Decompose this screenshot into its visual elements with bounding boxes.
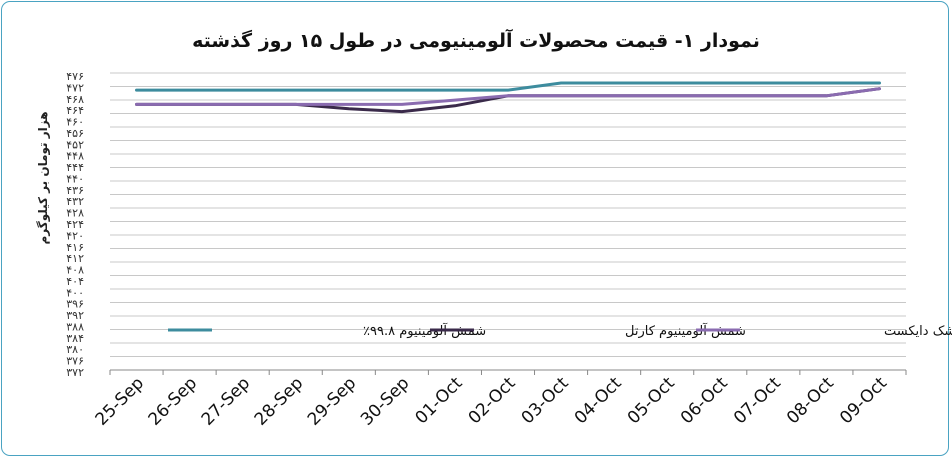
- y-tick-label: ۴۰۴: [66, 275, 84, 288]
- y-tick-label: ۴۲۸: [66, 207, 84, 220]
- y-tick-label: ۳۷۲: [66, 366, 84, 379]
- y-tick-label: ۴۶۸: [66, 93, 84, 106]
- x-tick-label: 02-Oct: [465, 373, 520, 428]
- series-line: [135, 87, 881, 106]
- chart-title: نمودار ۱- قیمت محصولات آلومینیومی در طول…: [192, 28, 760, 52]
- y-tick-label: ۳۹۲: [66, 309, 84, 322]
- y-tick-label: ۴۷۶: [66, 70, 84, 83]
- series-lines: [135, 81, 881, 114]
- y-tick-label: ۴۲۴: [66, 218, 84, 231]
- x-tick-label: 05-Oct: [624, 373, 679, 428]
- x-tick-label: 08-Oct: [783, 373, 838, 428]
- gridlines: [109, 72, 907, 375]
- x-tick-label: 28-Sep: [251, 373, 307, 429]
- y-tick-label: ۴۱۲: [66, 252, 84, 265]
- y-tick-label: ۴۰۸: [66, 264, 84, 277]
- y-tick-label: ۳۷۶: [66, 355, 84, 368]
- x-tick-label: 01-Oct: [412, 373, 467, 428]
- y-tick-label: ۴۶۴: [66, 104, 84, 117]
- y-tick-label: ۴۳۶: [66, 184, 84, 197]
- x-tick-label: 03-Oct: [518, 373, 573, 428]
- y-tick-label: ۴۵۲: [66, 138, 84, 151]
- x-tick-label: 30-Sep: [357, 373, 413, 429]
- x-tick-label: 27-Sep: [198, 373, 254, 429]
- x-tick-label: 07-Oct: [730, 373, 785, 428]
- x-tick-label: 26-Sep: [145, 373, 201, 429]
- y-tick-label: ۳۹۶: [66, 298, 84, 311]
- y-tick-label: ۴۰۰: [66, 286, 84, 299]
- x-tick-label: 25-Sep: [92, 373, 148, 429]
- y-tick-label: ۳۸۸: [66, 320, 84, 333]
- y-tick-label: ۳۸۴: [66, 332, 84, 345]
- y-tick-label: ۴۵۶: [66, 127, 84, 140]
- y-tick-label: ۴۱۶: [66, 241, 84, 254]
- y-tick-label: ۴۳۲: [66, 195, 84, 208]
- legend-label: شمش آلومینیوم ۹۹.۸٪: [363, 322, 486, 339]
- legend-label: شمش آلومینیوم کارتل: [625, 322, 746, 339]
- x-tick-label: 06-Oct: [677, 373, 732, 428]
- x-tick-labels: 25-Sep26-Sep27-Sep28-Sep29-Sep30-Sep01-O…: [92, 373, 892, 430]
- y-tick-label: ۴۶۰: [66, 116, 84, 129]
- y-tick-label: ۴۴۰: [66, 172, 84, 185]
- x-tick-label: 04-Oct: [571, 373, 626, 428]
- y-tick-label: ۳۸۰: [66, 343, 84, 356]
- series-line: [135, 81, 881, 92]
- x-tick-label: 09-Oct: [836, 373, 891, 428]
- x-tick-label: 29-Sep: [304, 373, 360, 429]
- y-tick-labels: ۴۷۶۴۷۲۴۶۸۴۶۴۴۶۰۴۵۶۴۵۲۴۴۸۴۴۴۴۴۰۴۳۶۴۳۲۴۲۸۴…: [66, 70, 84, 379]
- y-tick-label: ۴۷۲: [66, 81, 84, 94]
- legend-label: شمش خشک دایکست: [884, 324, 952, 339]
- y-tick-label: ۴۴۸: [66, 150, 84, 163]
- legend: شمش آلومینیوم ۹۹.۸٪ شمش آلومینیوم کارتل شم…: [168, 322, 952, 339]
- y-axis-label: هزار تومان بر کیلوگرم: [36, 111, 51, 244]
- y-tick-label: ۴۴۴: [66, 161, 84, 174]
- y-tick-label: ۴۲۰: [66, 229, 84, 242]
